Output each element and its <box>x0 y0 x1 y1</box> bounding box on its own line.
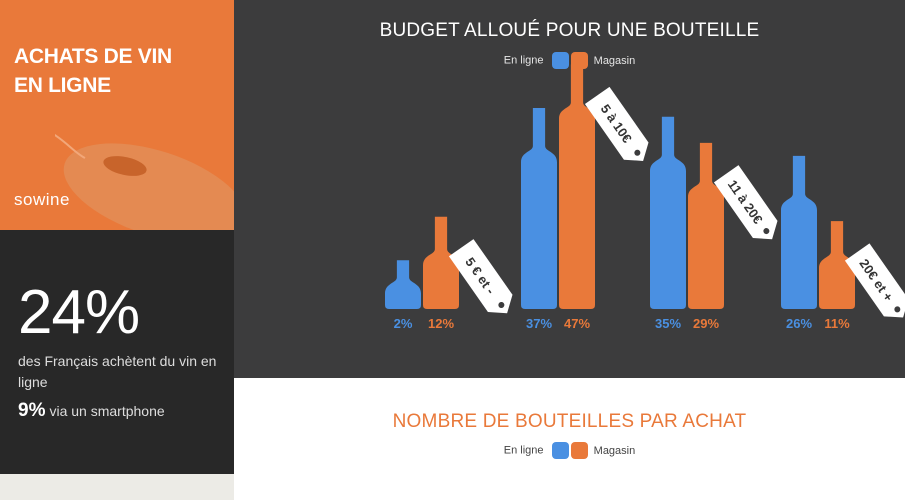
price-tag-shape-1 <box>584 86 649 161</box>
value-label-store-0: 12% <box>428 316 454 331</box>
header-panel: ACHATS DE VIN EN LIGNE sowine <box>0 0 234 230</box>
section-2-panel: NOMBRE DE BOUTEILLES PAR ACHAT En ligne … <box>234 378 905 500</box>
stat-panel: 24% des Français achètent du vin en lign… <box>0 230 234 474</box>
price-tag-shape-2 <box>713 165 778 240</box>
legend-2-store-label: Magasin <box>593 444 636 457</box>
bottle-online-0 <box>385 260 421 309</box>
price-tag-2: 11 à 20€ <box>713 165 778 240</box>
chart-title: BUDGET ALLOUÉ POUR UNE BOUTEILLE <box>379 20 760 41</box>
value-label-online-1: 37% <box>526 316 552 331</box>
bottle-store-3 <box>819 221 855 309</box>
legend-2-online-label: En ligne <box>503 444 544 457</box>
bottle-online-1 <box>521 108 557 309</box>
value-label-online-3: 26% <box>786 316 812 331</box>
price-tag-hole-3 <box>894 306 901 313</box>
bottle-chart: 2% 37% 35% 26% 12% 47% 29% 11% 5 € et - 5 à 10€ 11… <box>385 64 905 331</box>
section-2-legend: En ligne Magasin <box>234 442 905 459</box>
bottle-store-0 <box>423 216 459 309</box>
page-title: ACHATS DE VIN EN LIGNE <box>14 45 172 97</box>
bottle-store-1 <box>559 64 595 309</box>
value-label-online-2: 35% <box>655 316 681 331</box>
price-tag-shape-0 <box>448 239 513 314</box>
price-tag-hole-0 <box>498 302 505 309</box>
section-2-title: NOMBRE DE BOUTEILLES PAR ACHAT <box>392 411 747 432</box>
budget-chart-panel: BUDGET ALLOUÉ POUR UNE BOUTEILLE En lign… <box>234 0 905 378</box>
bottle-online-2 <box>650 116 686 309</box>
smartphone-stat-text: via un smartphone <box>49 403 165 419</box>
chart-legend: En ligne Magasin <box>234 52 905 69</box>
legend-online-swatch <box>551 52 569 69</box>
smartphone-stat-value: 9% <box>18 400 46 421</box>
stat-description: des Français achètent du vin en ligne <box>18 353 217 390</box>
smartphone-stat: 9% via un smartphone <box>18 400 165 422</box>
price-tag-hole-1 <box>634 149 641 156</box>
legend-2-online-swatch <box>551 442 569 459</box>
value-label-store-3: 11% <box>824 316 850 331</box>
legend-online-label: En ligne <box>503 54 544 67</box>
bottle-store-2 <box>688 142 724 309</box>
legend-store-label: Magasin <box>593 54 636 67</box>
big-stat: 24% <box>18 278 140 347</box>
price-tag-0: 5 € et - <box>448 239 513 314</box>
price-tag-hole-2 <box>763 228 770 235</box>
value-label-store-1: 47% <box>564 316 590 331</box>
brand-logo: sowine <box>14 190 70 209</box>
value-label-online-0: 2% <box>394 316 413 331</box>
computer-mouse-icon <box>55 134 234 230</box>
price-tag-shape-3 <box>844 243 905 318</box>
bottle-online-3 <box>781 155 817 309</box>
price-tag-1: 5 à 10€ <box>584 86 649 161</box>
legend-2-store-swatch <box>570 442 588 459</box>
value-label-store-2: 29% <box>693 316 719 331</box>
